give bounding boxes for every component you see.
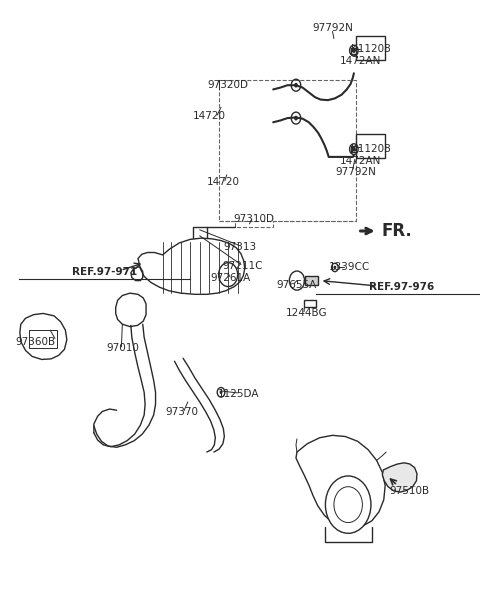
Text: 1472AN: 1472AN	[340, 55, 382, 66]
Bar	[356, 134, 384, 158]
Text: 97313: 97313	[223, 242, 257, 251]
Text: 97360B: 97360B	[15, 336, 55, 347]
Text: 97211C: 97211C	[222, 260, 263, 271]
Circle shape	[352, 48, 356, 53]
Text: REF.97-976: REF.97-976	[369, 282, 434, 292]
Circle shape	[325, 476, 371, 533]
Circle shape	[294, 83, 298, 87]
Text: 97655A: 97655A	[277, 280, 317, 290]
Text: K11208: K11208	[350, 45, 390, 54]
Text: 97310D: 97310D	[234, 214, 275, 224]
Polygon shape	[304, 276, 318, 285]
Text: 97370: 97370	[166, 407, 199, 417]
Text: 97792N: 97792N	[336, 167, 377, 177]
Text: 14720: 14720	[192, 112, 226, 121]
Text: 97792N: 97792N	[312, 23, 353, 33]
Text: 97010: 97010	[106, 343, 139, 353]
Text: FR.: FR.	[382, 222, 412, 240]
Text: 1472AN: 1472AN	[340, 156, 382, 165]
Text: 97320D: 97320D	[208, 80, 249, 90]
Text: 14720: 14720	[207, 177, 240, 187]
Text: 1244BG: 1244BG	[286, 309, 327, 318]
Text: 1125DA: 1125DA	[218, 389, 260, 399]
Circle shape	[352, 147, 356, 151]
Circle shape	[334, 266, 336, 269]
Text: 97261A: 97261A	[210, 273, 251, 283]
Text: 97510B: 97510B	[390, 486, 430, 496]
Text: K11208: K11208	[350, 144, 390, 154]
Text: 1339CC: 1339CC	[328, 262, 370, 272]
Polygon shape	[383, 463, 417, 492]
Circle shape	[219, 391, 222, 394]
Bar	[356, 36, 384, 60]
Bar	[29, 330, 57, 347]
Text: REF.97-971: REF.97-971	[72, 267, 137, 277]
Circle shape	[294, 116, 298, 121]
